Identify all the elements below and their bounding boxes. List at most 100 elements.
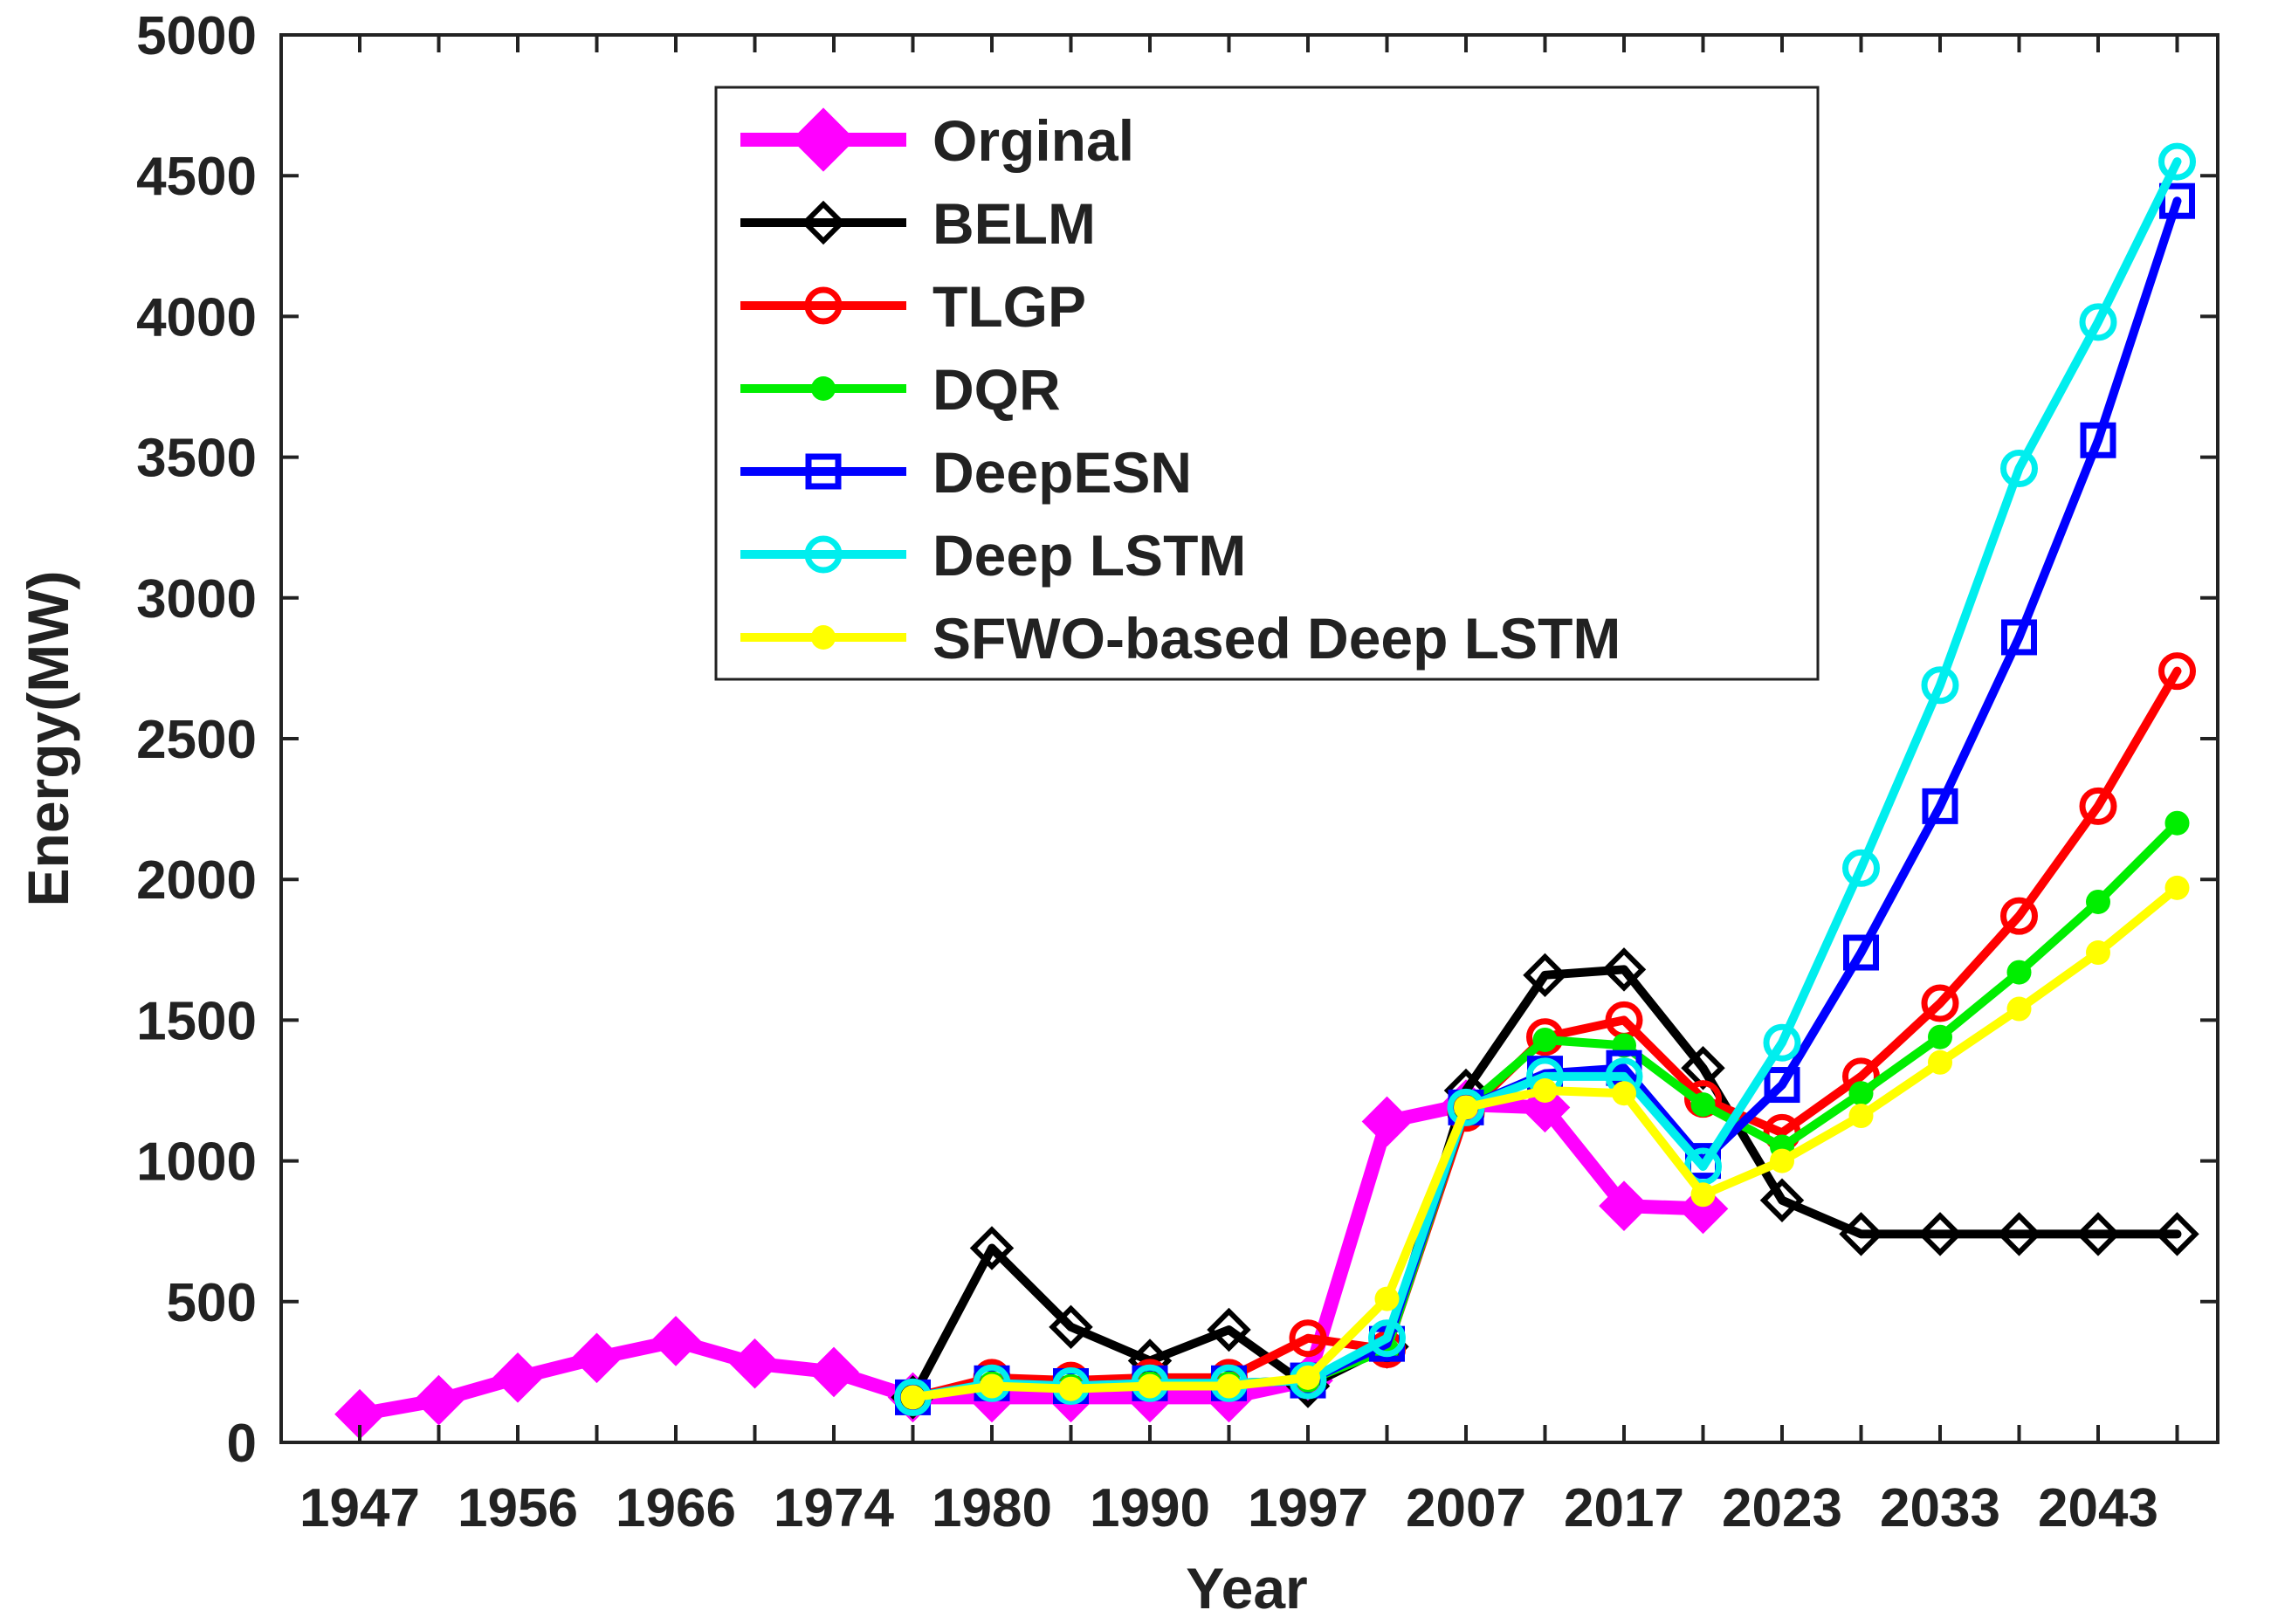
legend-swatch-marker xyxy=(804,286,843,325)
data-point xyxy=(1842,849,1880,887)
legend-swatch-marker xyxy=(805,453,842,490)
data-point xyxy=(1690,1092,1716,1118)
data-point xyxy=(492,1352,543,1403)
data-point xyxy=(1922,788,1958,824)
data-point xyxy=(1523,953,1567,998)
y-tick-label: 5000 xyxy=(136,6,257,66)
x-axis-ticks: 1947 1956 1966 1974 1980 1990 1997 2007 2017 2023… xyxy=(299,35,2179,1538)
y-tick-label: 4000 xyxy=(136,287,257,348)
data-point xyxy=(1207,1307,1251,1352)
legend-label: DQR xyxy=(932,357,1061,422)
data-point xyxy=(2158,142,2196,181)
x-tick-label: 2017 xyxy=(1564,1478,1684,1538)
data-point xyxy=(1049,1304,1093,1350)
data-point xyxy=(1058,1376,1084,1401)
y-axis-title: Energy(MW) xyxy=(16,571,80,907)
data-point xyxy=(1917,1212,1963,1256)
data-point xyxy=(1368,1319,1406,1358)
data-point xyxy=(2079,787,2117,825)
legend-label: Deep LSTM xyxy=(932,523,1246,588)
legend-swatch-marker xyxy=(791,107,856,172)
data-point xyxy=(1843,934,1879,971)
x-tick-label: 2033 xyxy=(1880,1478,2000,1538)
legend-label: SFWO-based Deep LSTM xyxy=(932,606,1621,671)
x-tick-label: 1997 xyxy=(1248,1478,1368,1538)
legend-swatch-marker xyxy=(811,376,836,401)
data-point xyxy=(1612,1081,1636,1106)
data-point xyxy=(2164,810,2190,836)
y-tick-label: 3000 xyxy=(136,569,257,630)
legend-label: Orginal xyxy=(932,108,1134,173)
data-point xyxy=(1921,984,1959,1022)
data-point xyxy=(650,1316,701,1366)
data-point xyxy=(2086,889,2110,914)
x-tick-label: 1974 xyxy=(774,1478,894,1538)
y-tick-label: 2000 xyxy=(136,850,257,911)
data-point xyxy=(1601,947,1647,992)
data-point xyxy=(1839,1212,1883,1256)
x-axis-title: Year xyxy=(1186,1556,1307,1621)
legend-item: SFWO-based Deep LSTM xyxy=(740,606,1621,671)
data-point xyxy=(1763,1023,1801,1062)
legend-item: Orginal xyxy=(740,107,1134,173)
data-point xyxy=(2080,422,2116,458)
data-point xyxy=(1928,1024,1952,1049)
data-point xyxy=(1361,1096,1413,1147)
x-tick-label: 2023 xyxy=(1722,1478,1842,1538)
data-point xyxy=(809,1346,859,1398)
legend-swatch-marker xyxy=(811,625,836,650)
data-point xyxy=(2086,940,2110,966)
legend-item: Deep LSTM xyxy=(740,523,1246,588)
y-tick-label: 4500 xyxy=(136,147,257,207)
data-point xyxy=(1296,1365,1320,1390)
legend-swatch-marker xyxy=(801,200,846,245)
data-point xyxy=(1921,666,1959,705)
data-point xyxy=(729,1338,781,1389)
data-point xyxy=(1454,1095,1478,1120)
legend-item: DeepESN xyxy=(740,440,1192,505)
legend-box xyxy=(714,86,1820,681)
y-tick-label: 500 xyxy=(167,1273,257,1333)
data-point xyxy=(1289,1319,1327,1358)
data-point xyxy=(1599,1180,1649,1232)
data-point xyxy=(571,1332,623,1384)
data-point xyxy=(1374,1286,1400,1311)
y-tick-label: 3500 xyxy=(136,429,257,489)
series-belm xyxy=(891,947,2199,1420)
x-tick-label: 2007 xyxy=(1406,1478,1526,1538)
data-point xyxy=(1532,1027,1558,1052)
series-line xyxy=(908,965,2182,1402)
legend-item: DQR xyxy=(740,357,1061,422)
plot-series xyxy=(334,142,2199,1440)
data-point xyxy=(1681,1045,1725,1091)
x-tick-label: 1980 xyxy=(932,1478,1052,1538)
data-point xyxy=(1928,1049,1952,1075)
y-axis-ticks: 0 500 1000 1500 2000 2500 3000 3500 4000 4500 5000 xyxy=(136,6,2218,1474)
y-tick-label: 1000 xyxy=(136,1132,257,1193)
data-point xyxy=(980,1373,1004,1399)
data-point xyxy=(2164,875,2190,900)
data-point xyxy=(900,1385,926,1410)
data-point xyxy=(1759,1178,1805,1222)
data-point xyxy=(2075,1212,2121,1256)
data-point xyxy=(1690,1182,1716,1208)
data-point xyxy=(1138,1373,1162,1399)
data-point xyxy=(2000,449,2038,487)
data-point xyxy=(1848,1081,1874,1106)
data-point xyxy=(2006,960,2032,985)
x-tick-label: 1947 xyxy=(299,1478,420,1538)
legend-item: TLGP xyxy=(740,274,1086,339)
legend-label: TLGP xyxy=(932,274,1086,339)
data-point xyxy=(1216,1373,1242,1399)
data-point xyxy=(969,1226,1015,1270)
data-point xyxy=(2006,996,2032,1022)
data-point xyxy=(1848,1104,1874,1129)
data-point xyxy=(2001,619,2037,656)
data-point xyxy=(413,1374,465,1426)
y-tick-label: 2500 xyxy=(136,710,257,770)
series-sfwo-based-deep-lstm xyxy=(900,875,2190,1410)
legend-label: BELM xyxy=(932,191,1096,256)
y-tick-label: 0 xyxy=(227,1414,257,1474)
x-tick-label: 1956 xyxy=(458,1478,578,1538)
data-point xyxy=(1684,1147,1722,1186)
